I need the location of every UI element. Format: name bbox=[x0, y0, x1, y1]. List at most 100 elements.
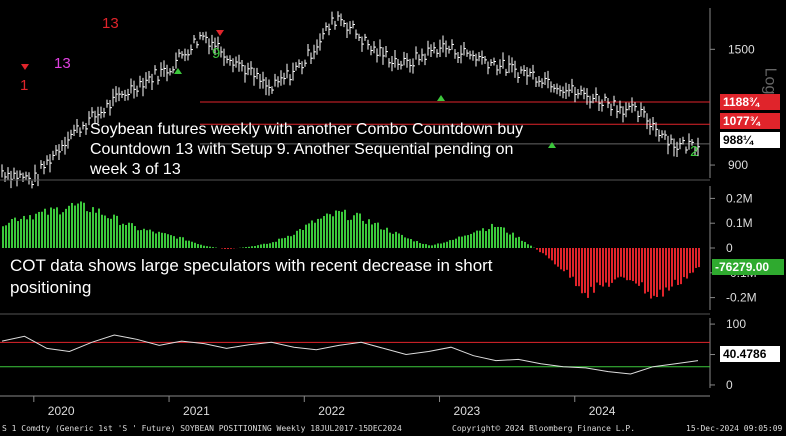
cot-bar bbox=[458, 236, 460, 248]
cot-bar bbox=[143, 228, 145, 248]
cot-bar bbox=[632, 248, 634, 282]
cot-bar bbox=[32, 219, 34, 248]
cot-bar bbox=[164, 233, 166, 248]
cot-bar bbox=[569, 248, 571, 278]
cot-bar bbox=[473, 232, 475, 248]
cot-bar bbox=[416, 241, 418, 248]
cot-bar bbox=[44, 208, 46, 248]
cot-bar bbox=[224, 248, 226, 249]
cot-bar bbox=[371, 224, 373, 248]
cot-bar bbox=[386, 227, 388, 248]
cot-bar bbox=[176, 238, 178, 248]
cot-bar bbox=[575, 248, 577, 287]
cot-bar bbox=[446, 241, 448, 248]
cot-bar bbox=[611, 248, 613, 283]
x-tick-label: 2024 bbox=[589, 404, 616, 418]
cot-bar bbox=[374, 222, 376, 248]
cot-bar bbox=[659, 248, 661, 290]
log-scale-badge: Log bbox=[761, 67, 779, 95]
cot-bar bbox=[434, 244, 436, 248]
cot-bar bbox=[548, 248, 550, 259]
buy-arrow-icon bbox=[174, 68, 182, 74]
cot-bar bbox=[182, 237, 184, 248]
cot-bar bbox=[644, 248, 646, 294]
cot-bar bbox=[602, 248, 604, 287]
price-tick-label: 900 bbox=[728, 158, 748, 172]
cot-bar bbox=[464, 235, 466, 248]
cot-bar bbox=[599, 248, 601, 286]
cot-bar bbox=[584, 248, 586, 293]
cot-bar bbox=[191, 241, 193, 248]
oscillator-tick-label: 0 bbox=[726, 378, 733, 392]
cot-bar bbox=[452, 239, 454, 248]
cot-bar bbox=[689, 248, 691, 274]
cot-bar bbox=[200, 244, 202, 248]
cot-bar bbox=[128, 222, 130, 248]
cot-bar bbox=[389, 232, 391, 248]
cot-bar bbox=[638, 248, 640, 286]
cot-bar bbox=[545, 248, 547, 256]
cot-bar bbox=[254, 246, 256, 248]
cot-bar bbox=[590, 248, 592, 287]
cot-bar bbox=[509, 234, 511, 248]
sell-arrow-icon bbox=[216, 30, 224, 36]
cot-bar bbox=[665, 248, 667, 288]
cot-bar bbox=[506, 232, 508, 248]
cot-bar bbox=[563, 248, 565, 272]
cot-bar bbox=[152, 231, 154, 248]
cot-bar bbox=[608, 248, 610, 287]
cot-bar bbox=[488, 229, 490, 248]
cot-bar bbox=[656, 248, 658, 298]
cot-bar bbox=[410, 239, 412, 248]
cot-bar bbox=[227, 248, 229, 249]
cot-bar bbox=[491, 223, 493, 248]
cot-bar bbox=[14, 217, 16, 248]
cot-bar bbox=[293, 234, 295, 248]
cot-bar bbox=[266, 243, 268, 248]
cot-bar bbox=[281, 238, 283, 248]
cot-bar bbox=[335, 210, 337, 248]
cot-tick-label: 0 bbox=[726, 241, 733, 255]
cot-bar bbox=[95, 212, 97, 248]
cot-bar bbox=[356, 212, 358, 248]
footer-copyright: Copyright© 2024 Bloomberg Finance L.P. bbox=[452, 424, 636, 433]
cot-bar bbox=[518, 236, 520, 248]
cot-bar bbox=[554, 248, 556, 265]
cot-bar bbox=[530, 245, 532, 248]
cot-bar bbox=[692, 248, 694, 273]
cot-bar bbox=[524, 241, 526, 248]
cot-bar bbox=[62, 212, 64, 248]
cot-bar bbox=[47, 214, 49, 248]
cot-bar bbox=[479, 230, 481, 248]
cot-bar bbox=[425, 244, 427, 248]
cot-bar bbox=[398, 233, 400, 248]
cot-bar bbox=[179, 236, 181, 248]
cot-bar bbox=[50, 207, 52, 248]
cot-bar bbox=[80, 201, 82, 248]
cot-bar bbox=[617, 248, 619, 278]
cot-bar bbox=[407, 238, 409, 248]
x-tick-label: 2023 bbox=[454, 404, 481, 418]
cot-bar bbox=[71, 202, 73, 248]
cot-bar bbox=[512, 232, 514, 248]
td-count-label: 1 bbox=[20, 77, 28, 94]
cot-bar bbox=[20, 218, 22, 248]
cot-current-label: -76279.00 bbox=[712, 259, 784, 275]
cot-bar bbox=[365, 223, 367, 248]
cot-bar bbox=[38, 211, 40, 248]
cot-bar bbox=[650, 248, 652, 299]
cot-bar bbox=[485, 231, 487, 248]
cot-bar bbox=[155, 233, 157, 248]
cot-bar bbox=[113, 214, 115, 248]
cot-bar bbox=[131, 223, 133, 248]
cot-bar bbox=[686, 248, 688, 279]
cot-bar bbox=[329, 214, 331, 248]
cot-bar bbox=[23, 215, 25, 248]
cot-bar bbox=[677, 248, 679, 286]
cot-bar bbox=[527, 244, 529, 248]
cot-bar bbox=[539, 248, 541, 253]
cot-bar bbox=[188, 240, 190, 248]
cot-bar bbox=[119, 225, 121, 248]
cot-bar bbox=[11, 219, 13, 248]
buy-arrow-icon bbox=[548, 142, 556, 148]
